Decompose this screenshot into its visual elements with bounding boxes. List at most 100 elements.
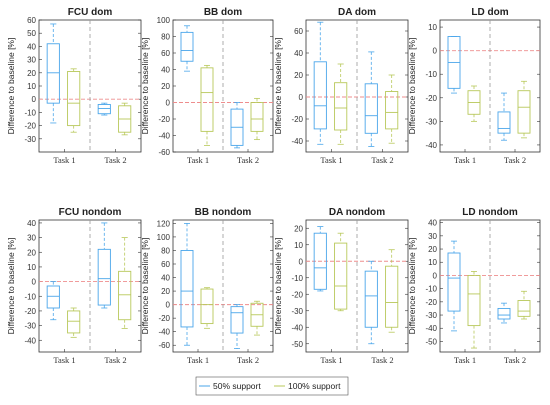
x-tick-label: Task 2 (104, 155, 126, 165)
panel-title: FCU dom (68, 7, 113, 18)
x-tick-label: Task 2 (504, 355, 526, 365)
y-tick-label: 0 (299, 257, 304, 266)
y-tick-label: -10 (425, 285, 437, 294)
y-tick-label: 0 (433, 271, 438, 280)
x-tick-label: Task 1 (454, 155, 476, 165)
y-tick-label: 40 (161, 66, 170, 75)
y-tick-label: 20 (161, 287, 170, 296)
x-tick-label: Task 1 (454, 355, 476, 365)
box-iqr (313, 61, 327, 130)
y-tick-label: 0 (166, 99, 171, 108)
box-iqr (230, 306, 244, 334)
box-50-support-task-1 (447, 240, 461, 332)
box-100-support-task-2 (118, 102, 132, 136)
box-50-support-task-2 (230, 304, 244, 350)
box-iqr (447, 252, 461, 312)
box-iqr (385, 265, 399, 328)
box-iqr (497, 307, 511, 320)
panel-ld-nondom: LD nondom Difference to baseline [%] -50 -4… (407, 207, 541, 365)
box-iqr (46, 285, 60, 309)
y-tick-label: -40 (291, 137, 303, 146)
y-tick-label: 0 (32, 95, 37, 104)
box-100-support-task-2 (250, 300, 264, 336)
y-axis-label: Difference to baseline [%] (6, 38, 16, 135)
panel-title: BB dom (204, 7, 242, 18)
x-tick-label: Task 1 (53, 355, 75, 365)
box-iqr (97, 104, 111, 115)
box-50-support-task-1 (313, 226, 327, 292)
box-50-support-task-2 (97, 102, 111, 116)
legend: 50% support 100% support (195, 376, 349, 396)
panel-da-dom: DA dom Difference to baseline [%] -40 -20 0 2… (273, 7, 409, 165)
box-100-support-task-2 (385, 74, 399, 144)
y-tick-label: 60 (161, 260, 170, 269)
y-tick-label: 40 (27, 42, 36, 51)
y-tick-label: 0 (166, 301, 171, 310)
y-tick-label: 20 (294, 71, 303, 80)
y-tick-label: 60 (161, 49, 170, 58)
y-tick-label: -30 (24, 322, 36, 331)
box-iqr (200, 67, 214, 132)
x-tick-label: Task 1 (187, 155, 209, 165)
box-50-support-task-2 (497, 92, 511, 141)
box-iqr (517, 90, 531, 134)
y-tick-label: 10 (294, 241, 303, 250)
y-tick-label: -30 (425, 311, 437, 320)
y-tick-label: -20 (24, 307, 36, 316)
y-tick-label: 30 (27, 234, 36, 243)
x-tick-label: Task 2 (371, 355, 393, 365)
y-tick-label: -60 (158, 341, 170, 350)
box-100-support-task-2 (517, 80, 531, 139)
box-iqr (334, 242, 348, 310)
panel-da-nondom: DA nondom Difference to baseline [%] -50 -4… (273, 207, 409, 365)
panel-title: FCU nondom (59, 207, 122, 218)
y-tick-label: -40 (158, 132, 170, 141)
y-axis-label: Difference to baseline [%] (273, 38, 283, 135)
y-tick-label: 80 (161, 33, 170, 42)
box-iqr (517, 300, 531, 317)
y-tick-label: 80 (161, 246, 170, 255)
y-tick-label: 20 (27, 69, 36, 78)
panel-ld-dom: LD dom Difference to baseline [%] -40 -30 -2… (407, 7, 541, 165)
box-iqr (97, 248, 111, 306)
y-tick-label: 40 (161, 274, 170, 283)
legend-label-100: 100% support (288, 381, 341, 391)
x-tick-label: Task 1 (320, 155, 342, 165)
x-tick-label: Task 2 (504, 155, 526, 165)
y-tick-label: 0 (299, 93, 304, 102)
y-tick-label: -30 (425, 117, 437, 126)
y-tick-label: 20 (27, 248, 36, 257)
box-100-support-task-2 (250, 97, 264, 141)
box-iqr (118, 270, 132, 321)
box-50-support-task-1 (180, 222, 194, 346)
y-tick-label: 0 (32, 278, 37, 287)
x-tick-label: Task 2 (371, 155, 393, 165)
y-tick-label: 100 (157, 233, 171, 242)
y-tick-label: 40 (428, 219, 437, 228)
y-tick-label: -10 (24, 108, 36, 117)
box-100-support-task-2 (517, 290, 531, 320)
box-100-support-task-1 (334, 63, 348, 145)
box-iqr (385, 91, 399, 130)
y-tick-label: -60 (158, 148, 170, 157)
x-tick-label: Task 1 (187, 355, 209, 365)
y-tick-label: 30 (27, 56, 36, 65)
panel-fcu-dom: FCU dom Difference to baseline [%] -30 -20 -… (6, 7, 142, 165)
panel-title: DA nondom (329, 207, 385, 218)
y-tick-label: -10 (425, 70, 437, 79)
box-iqr (467, 274, 481, 327)
box-100-support-task-1 (67, 307, 81, 338)
box-100-support-task-1 (67, 68, 81, 133)
box-50-support-task-1 (46, 23, 60, 124)
panel-title: LD nondom (462, 207, 518, 218)
y-tick-label: 60 (294, 27, 303, 36)
y-tick-label: 20 (428, 245, 437, 254)
y-tick-label: 50 (27, 29, 36, 38)
y-tick-label: 120 (157, 219, 171, 228)
panel-title: LD dom (471, 7, 508, 18)
box-iqr (313, 232, 327, 290)
y-tick-label: 40 (294, 49, 303, 58)
box-iqr (364, 270, 378, 328)
y-tick-label: 40 (27, 219, 36, 228)
